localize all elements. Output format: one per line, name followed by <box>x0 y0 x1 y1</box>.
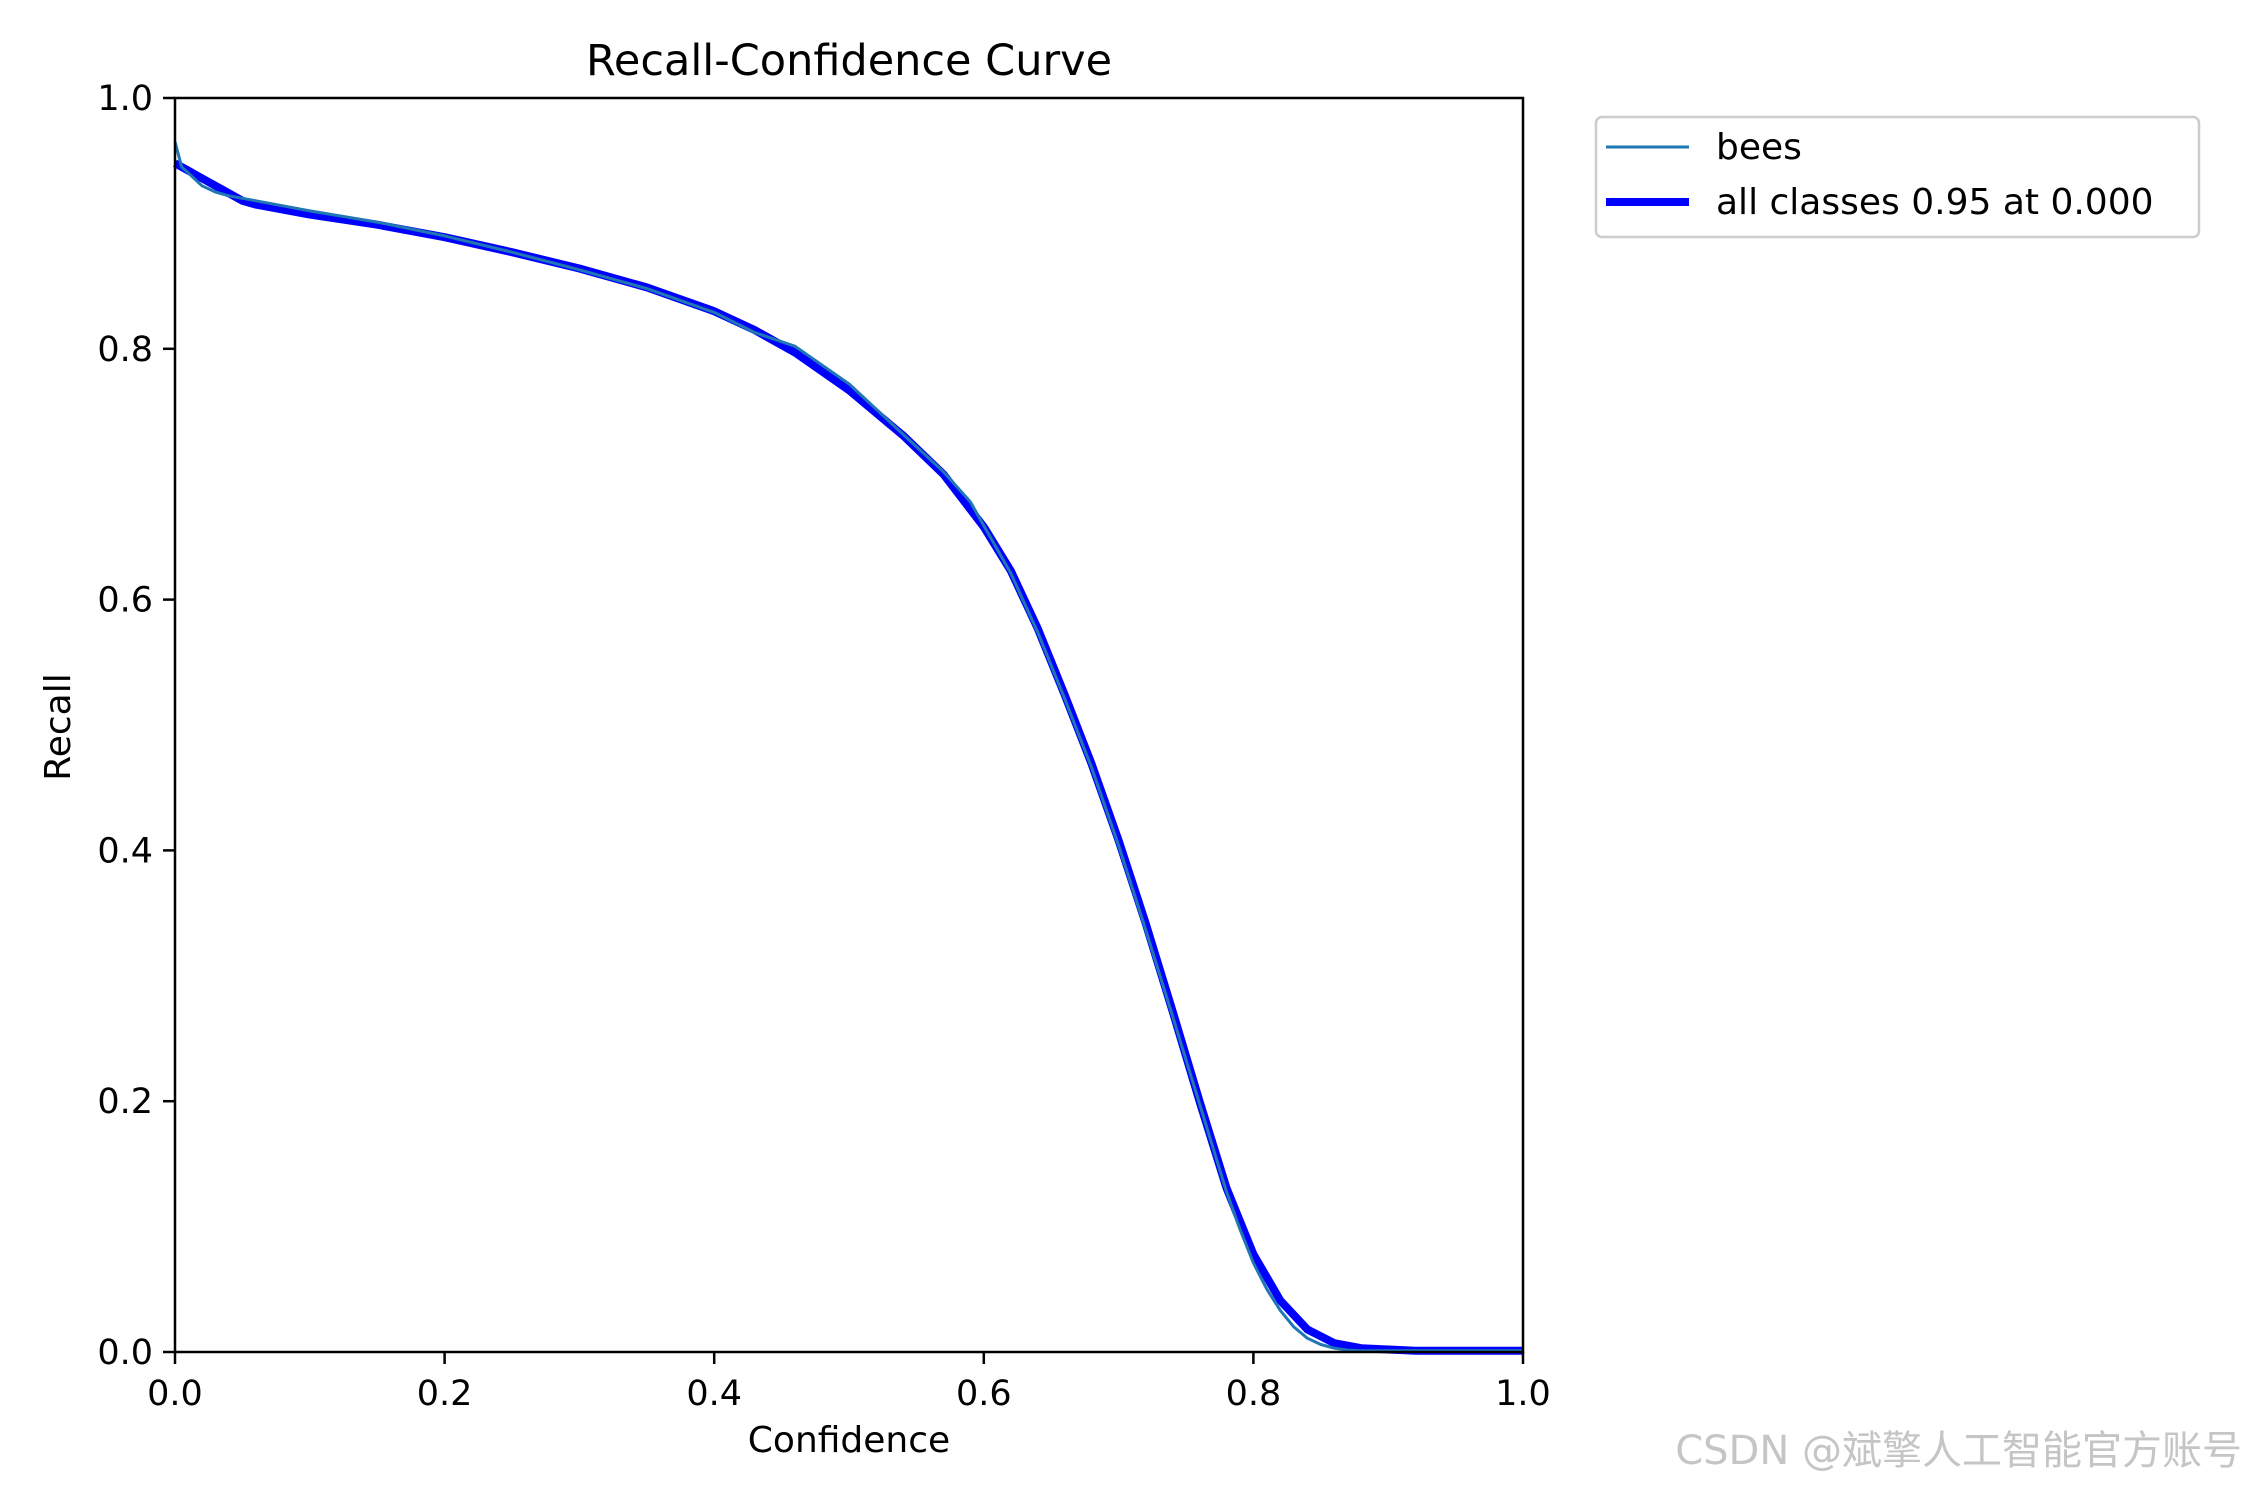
x-tick-label: 0.8 <box>1226 1374 1282 1414</box>
y-tick-label: 0.0 <box>97 1333 153 1373</box>
y-tick-label: 1.0 <box>97 79 153 119</box>
y-tick-label: 0.6 <box>97 581 153 621</box>
series-line-all-classes <box>173 159 1523 1355</box>
plot-area <box>173 96 1525 1355</box>
legend-label-bees: bees <box>1716 127 1802 168</box>
y-tick-label: 0.4 <box>97 831 153 871</box>
legend: bees all classes 0.95 at 0.000 <box>1594 115 2201 239</box>
axes-frame <box>173 96 1525 1354</box>
x-tick-label: 1.0 <box>1495 1374 1551 1414</box>
chart-title: Recall-Confidence Curve <box>586 36 1112 86</box>
y-axis-ticks: 0.0 0.2 0.4 0.6 0.8 1.0 <box>97 79 175 1373</box>
x-axis-label: Confidence <box>748 1420 950 1461</box>
legend-label-all-classes: all classes 0.95 at 0.000 <box>1716 182 2154 223</box>
series-line-bees <box>173 141 1523 1353</box>
y-tick-label: 0.2 <box>97 1082 153 1122</box>
watermark-text: CSDN @斌擎人工智能官方账号 <box>1675 1428 2242 1474</box>
x-tick-label: 0.2 <box>417 1374 473 1414</box>
y-axis-label: Recall <box>38 673 79 780</box>
legend-box <box>1594 115 2201 239</box>
x-tick-label: 0.0 <box>147 1374 203 1414</box>
x-tick-label: 0.4 <box>686 1374 742 1414</box>
x-axis-ticks: 0.0 0.2 0.4 0.6 0.8 1.0 <box>147 1352 1551 1414</box>
x-tick-label: 0.6 <box>956 1374 1012 1414</box>
y-tick-label: 0.8 <box>97 330 153 370</box>
